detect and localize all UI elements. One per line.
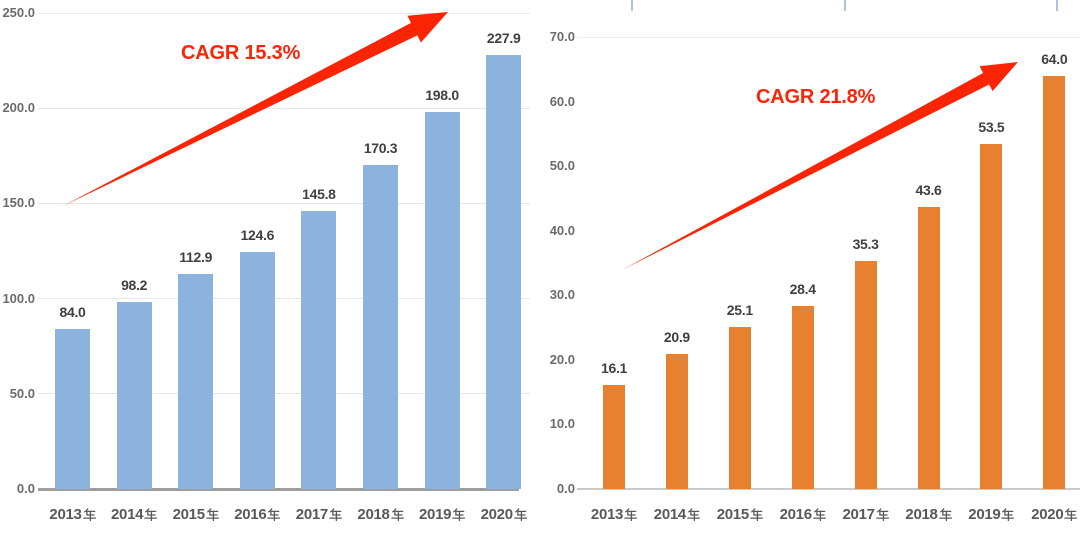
x-axis-category-label: 2016 bbox=[765, 505, 841, 525]
left-cagr-annotation: CAGR 15.3% bbox=[181, 42, 301, 64]
bar-2015 bbox=[178, 274, 214, 489]
bar-value-label: 64.0 bbox=[1041, 50, 1068, 67]
y-axis-tick-label: 30.0 bbox=[549, 287, 575, 303]
x-axis-category-label: 2020 bbox=[1016, 505, 1080, 525]
top-edge-tick bbox=[844, 0, 846, 11]
y-axis-tick-label: 60.0 bbox=[549, 93, 575, 109]
bar-value-label: 84.0 bbox=[59, 304, 86, 321]
top-edge-tick bbox=[1056, 0, 1058, 11]
bar-2016 bbox=[791, 305, 814, 489]
gridline bbox=[38, 107, 530, 109]
bar-2020 bbox=[486, 55, 522, 489]
y-axis-tick-label: 20.0 bbox=[549, 351, 575, 367]
x-axis-category-label: 2019 bbox=[404, 505, 480, 525]
cjk-year-glyph bbox=[1001, 507, 1015, 521]
right-trend-arrow-icon bbox=[622, 62, 1018, 270]
y-axis-tick-label: 200.0 bbox=[2, 100, 35, 116]
cjk-year-glyph bbox=[938, 507, 952, 521]
bar-2017 bbox=[301, 211, 337, 489]
y-axis-tick-label: 150.0 bbox=[2, 195, 35, 211]
bar-value-label: 198.0 bbox=[425, 87, 459, 103]
cjk-year-glyph bbox=[329, 507, 342, 521]
cjk-year-glyph bbox=[82, 507, 96, 521]
y-axis-tick-label: 50.0 bbox=[9, 385, 35, 401]
cjk-year-glyph bbox=[390, 507, 404, 521]
bar-2014 bbox=[116, 302, 152, 489]
bar-2017 bbox=[854, 261, 877, 489]
y-axis-tick-label: 10.0 bbox=[549, 416, 575, 432]
bar-value-label: 20.9 bbox=[663, 329, 690, 346]
cjk-year-glyph bbox=[144, 507, 158, 521]
bar-2018 bbox=[917, 207, 940, 489]
cjk-year-glyph bbox=[750, 507, 763, 521]
y-axis-tick-label: 250.0 bbox=[2, 5, 35, 20]
y-axis-tick-label: 0.0 bbox=[16, 481, 35, 496]
gridline bbox=[38, 12, 530, 14]
bar-2018 bbox=[363, 164, 398, 489]
bar-2019 bbox=[980, 143, 1003, 489]
gridline bbox=[38, 202, 530, 204]
cjk-year-glyph bbox=[206, 507, 219, 521]
bar-value-label: 35.3 bbox=[852, 236, 879, 253]
x-axis-category-label: 2017 bbox=[281, 505, 357, 525]
bar-value-label: 227.9 bbox=[486, 30, 521, 47]
x-axis-category-label: 2020 bbox=[466, 505, 542, 525]
bar-value-label: 124.6 bbox=[240, 226, 275, 243]
bar-value-label: 43.6 bbox=[915, 182, 942, 199]
gridline bbox=[38, 393, 530, 395]
x-axis-category-label: 2013 bbox=[35, 505, 111, 525]
bar-2013 bbox=[55, 329, 90, 489]
y-axis-tick-label: 50.0 bbox=[549, 158, 575, 174]
bar-value-label: 112.9 bbox=[179, 249, 213, 266]
top-edge-tick bbox=[631, 0, 633, 11]
gridline bbox=[577, 36, 1080, 38]
cjk-year-glyph bbox=[452, 507, 466, 521]
bar-2014 bbox=[665, 354, 688, 489]
x-axis-category-label: 2016 bbox=[219, 505, 295, 525]
x-axis-category-label: 2014 bbox=[639, 505, 715, 525]
right-cagr-annotation: CAGR 21.8% bbox=[756, 86, 876, 108]
x-axis-line bbox=[38, 488, 519, 491]
y-axis-tick-label: 0.0 bbox=[556, 481, 575, 496]
bar-2020 bbox=[1043, 75, 1066, 489]
bar-2013 bbox=[603, 385, 625, 489]
cjk-year-glyph bbox=[875, 507, 889, 521]
cjk-year-glyph bbox=[1064, 507, 1078, 521]
bar-value-label: 170.3 bbox=[363, 139, 398, 156]
bar-2016 bbox=[239, 251, 275, 489]
gridline bbox=[38, 298, 530, 300]
x-axis-category-label: 2018 bbox=[891, 505, 967, 525]
y-axis-tick-label: 100.0 bbox=[2, 290, 35, 306]
cjk-year-glyph bbox=[687, 507, 700, 521]
x-axis-line bbox=[577, 488, 1080, 490]
left-trend-arrow-icon bbox=[63, 12, 448, 206]
bar-value-label: 28.4 bbox=[789, 280, 816, 297]
y-axis-tick-label: 70.0 bbox=[549, 29, 575, 44]
cjk-year-glyph bbox=[267, 507, 281, 521]
bar-value-label: 25.1 bbox=[726, 301, 753, 318]
x-axis-category-label: 2017 bbox=[828, 505, 904, 525]
x-axis-category-label: 2019 bbox=[953, 505, 1029, 525]
y-axis-tick-label: 40.0 bbox=[549, 222, 575, 238]
bar-value-label: 145.8 bbox=[302, 186, 336, 203]
x-axis-category-label: 2015 bbox=[158, 505, 234, 525]
x-axis-category-label: 2013 bbox=[576, 505, 652, 525]
bar-value-label: 98.2 bbox=[121, 277, 148, 294]
x-axis-category-label: 2018 bbox=[343, 505, 419, 525]
x-axis-category-label: 2015 bbox=[702, 505, 778, 525]
cjk-year-glyph bbox=[514, 507, 527, 521]
bar-value-label: 16.1 bbox=[600, 360, 628, 377]
bar-2015 bbox=[728, 326, 751, 489]
bar-2019 bbox=[424, 112, 460, 489]
x-axis-category-label: 2014 bbox=[96, 505, 172, 525]
bar-value-label: 53.5 bbox=[978, 118, 1005, 135]
cjk-year-glyph bbox=[624, 507, 638, 521]
cjk-year-glyph bbox=[813, 507, 826, 521]
